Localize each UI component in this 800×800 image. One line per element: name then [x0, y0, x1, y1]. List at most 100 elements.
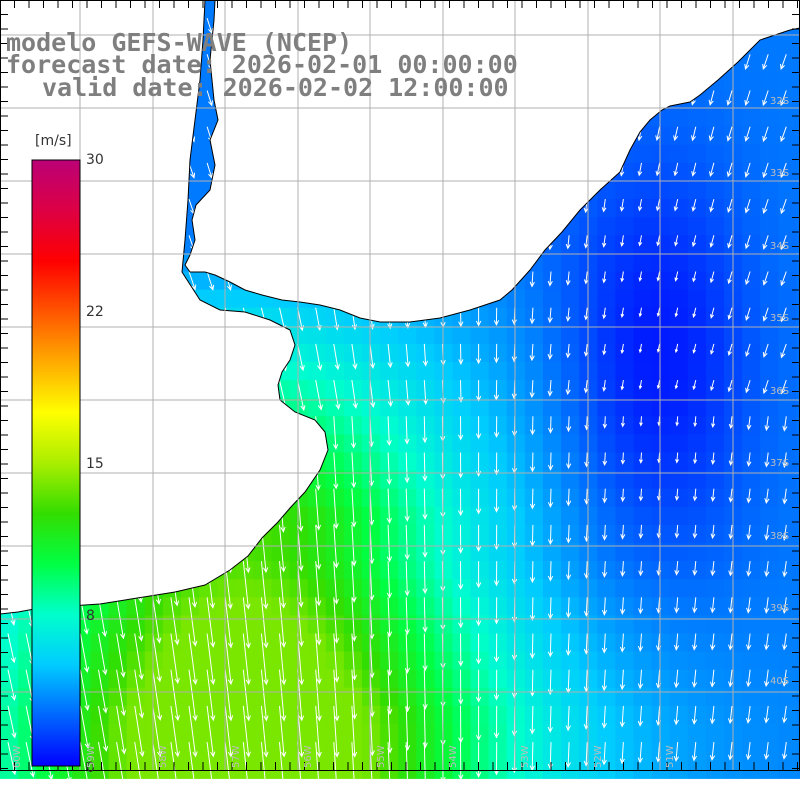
- wind-arrow: [637, 633, 644, 652]
- wind-arrow: [315, 633, 322, 685]
- field-cell: [506, 561, 526, 580]
- field-cell: [742, 633, 761, 653]
- wind-arrow: [744, 162, 751, 178]
- field-cell: [651, 398, 671, 417]
- field-cell: [705, 307, 725, 327]
- wind-arrow: [116, 597, 126, 640]
- wind-arrow: [333, 669, 340, 722]
- field-cell: [307, 362, 327, 381]
- wind-arrow: [422, 452, 428, 482]
- colorbar-tick-15: 15: [86, 456, 104, 472]
- wind-arrow: [674, 597, 680, 614]
- wind-arrow: [333, 380, 341, 410]
- field-cell: [778, 108, 797, 128]
- wind-arrow: [745, 343, 751, 358]
- field-cell: [362, 398, 381, 417]
- wind-arrow: [619, 669, 626, 691]
- lat-label-35s: 35S: [770, 313, 790, 324]
- field-cell: [488, 488, 508, 508]
- wind-arrow: [405, 380, 411, 406]
- wind-arrow: [744, 126, 751, 142]
- colorbar-tick-22: 22: [86, 304, 104, 320]
- field-cell: [289, 561, 309, 580]
- field-cell: [325, 452, 345, 472]
- field-cell: [597, 416, 616, 435]
- wind-arrow: [206, 742, 216, 794]
- field-cell: [362, 524, 381, 544]
- wind-arrow: [745, 742, 752, 761]
- lon-label-55w: 55W: [376, 745, 387, 768]
- field-cell: [416, 543, 435, 562]
- field-cell: [126, 687, 146, 707]
- lon-label-60w: 60W: [12, 745, 23, 768]
- field-cell: [343, 524, 363, 544]
- wind-arrow: [620, 416, 625, 428]
- field-cell: [307, 579, 327, 598]
- wind-arrow: [458, 416, 464, 441]
- field-cell: [0, 669, 19, 689]
- wind-arrow: [242, 561, 251, 610]
- field-cell: [669, 144, 689, 164]
- field-cell: [524, 362, 544, 381]
- field-cell: [579, 271, 598, 291]
- field-cell: [778, 217, 797, 236]
- field-cell: [488, 669, 508, 689]
- field-cell: [543, 742, 562, 761]
- field-cell: [760, 343, 779, 363]
- field-cell: [289, 724, 309, 743]
- field-cell: [470, 362, 490, 381]
- field-cell: [633, 362, 653, 381]
- field-cell: [778, 325, 797, 345]
- field-cell: [325, 416, 345, 435]
- field-cell: [543, 561, 562, 580]
- field-cell: [597, 362, 616, 381]
- wind-arrow: [475, 669, 482, 703]
- field-cell: [651, 543, 671, 562]
- field-cell: [470, 705, 490, 725]
- lon-label-54w: 54W: [448, 745, 459, 768]
- wind-arrow: [476, 380, 482, 402]
- field-cell: [470, 687, 490, 707]
- wind-arrow: [638, 561, 644, 577]
- field-cell: [669, 579, 689, 598]
- field-cell: [416, 651, 435, 671]
- field-cell: [579, 488, 598, 508]
- field-cell: [796, 217, 800, 236]
- field-cell: [452, 488, 472, 508]
- field-cell: [506, 289, 526, 309]
- field-cell: [633, 488, 653, 508]
- field-cell: [434, 380, 454, 399]
- field-cell: [796, 380, 800, 399]
- wind-arrow: [656, 380, 661, 390]
- wind-arrow: [692, 271, 697, 283]
- field-cell: [579, 651, 598, 671]
- wind-arrow: [728, 669, 734, 688]
- field-cell: [633, 724, 653, 743]
- wind-arrow: [493, 452, 500, 476]
- wind-arrow: [583, 271, 589, 285]
- field-cell: [796, 506, 800, 526]
- lat-label-38s: 38S: [770, 531, 790, 542]
- field-cell: [343, 488, 363, 508]
- wind-arrow: [764, 416, 770, 432]
- field-cell: [705, 434, 725, 454]
- field-cell: [343, 633, 363, 653]
- wind-arrow: [601, 705, 607, 729]
- wind-arrow: [710, 307, 715, 319]
- field-cell: [452, 687, 472, 707]
- field-cell: [524, 524, 544, 544]
- field-cell: [796, 289, 800, 309]
- field-cell: [651, 705, 671, 725]
- wind-arrow: [333, 705, 340, 758]
- field-cell: [362, 633, 381, 653]
- wind-arrow: [727, 705, 734, 725]
- field-cell: [253, 615, 273, 635]
- field-cell: [778, 181, 797, 200]
- wind-arrow: [493, 488, 500, 513]
- wind-arrow: [709, 705, 716, 725]
- wind-arrow: [475, 633, 482, 665]
- field-cell: [796, 597, 800, 616]
- field-cell: [778, 561, 797, 580]
- wind-arrow: [710, 524, 716, 540]
- wind-arrow: [333, 597, 340, 644]
